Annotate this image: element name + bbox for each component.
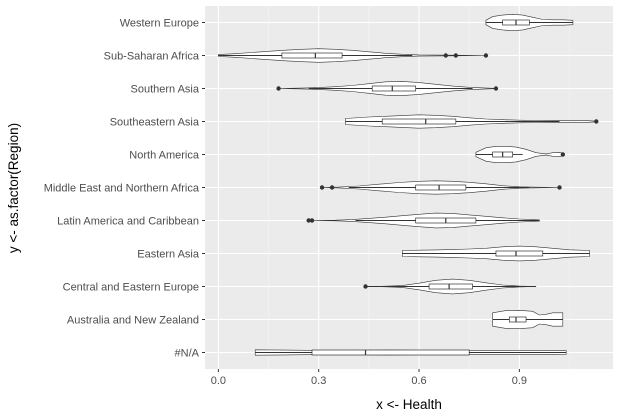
y-tick-label: Southern Asia	[131, 84, 200, 96]
outlier-point	[276, 86, 281, 91]
box	[311, 349, 470, 356]
box	[428, 283, 473, 290]
outlier-point	[594, 119, 599, 124]
y-tick-label: Latin America and Caribbean	[57, 216, 199, 228]
outlier-point	[309, 218, 315, 223]
y-axis-ticks: #N/A Australia and New Zealand Central and…	[44, 18, 205, 360]
box	[281, 52, 343, 59]
y-tick-label: Australia and New Zealand	[67, 315, 199, 327]
x-tick-label: 0.0	[211, 375, 226, 387]
y-tick-label: Southeastern Asia	[110, 117, 200, 129]
outlier-point	[557, 185, 562, 190]
outlier-point	[453, 53, 459, 58]
box	[381, 118, 457, 125]
x-axis-title: x <- Health	[376, 397, 442, 412]
outlier-point	[319, 185, 325, 190]
box	[495, 250, 544, 257]
outlier-point	[363, 284, 368, 289]
outlier-point	[483, 53, 489, 58]
box	[508, 316, 527, 323]
box	[371, 85, 417, 92]
y-tick-label: North America	[129, 150, 200, 162]
y-axis-title: y <- as.factor(Region)	[6, 123, 21, 253]
y-tick-label: Central and Eastern Europe	[63, 282, 199, 294]
violins	[218, 13, 599, 356]
outlier-point	[493, 86, 499, 91]
outlier-point	[560, 152, 566, 157]
box	[415, 184, 467, 191]
x-tick-label: 0.9	[512, 375, 527, 387]
y-tick-label: Middle East and Northern Africa	[44, 183, 200, 195]
outlier-point	[443, 53, 448, 58]
outlier-point	[329, 185, 335, 190]
y-tick-label: Eastern Asia	[137, 249, 200, 261]
y-tick-label: #N/A	[175, 348, 200, 360]
x-tick-label: 0.6	[411, 375, 426, 387]
outlier-point	[306, 218, 311, 223]
x-tick-label: 0.3	[311, 375, 326, 387]
x-axis-ticks: 0.0 0.3 0.6 0.9	[211, 369, 527, 387]
y-tick-label: Western Europe	[120, 18, 199, 30]
y-tick-label: Sub-Saharan Africa	[104, 51, 200, 63]
